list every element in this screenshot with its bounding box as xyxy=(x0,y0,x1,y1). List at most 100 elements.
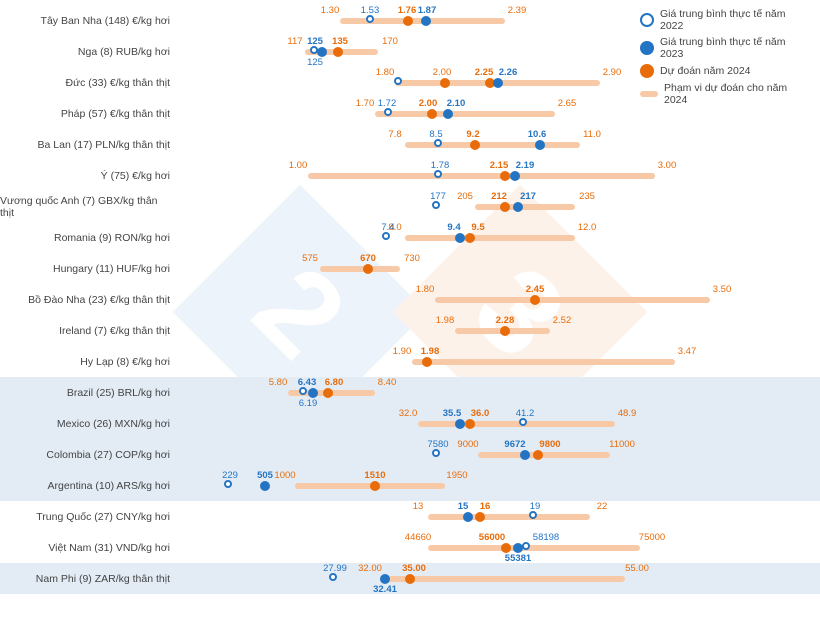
data-point xyxy=(475,512,485,522)
legend-item: Giá trung bình thực tế năm 2022 xyxy=(640,8,810,32)
data-point xyxy=(510,171,520,181)
range-bar xyxy=(308,173,655,179)
value-label: 6.43 xyxy=(298,377,317,388)
legend-label: Giá trung bình thực tế năm 2023 xyxy=(660,36,810,60)
range-hi-label: 12.0 xyxy=(578,222,597,233)
value-label: 2.15 xyxy=(490,160,509,171)
range-bar xyxy=(405,235,575,241)
row-canvas: 205235177212217 xyxy=(180,191,820,222)
value-label: 2.25 xyxy=(475,67,494,78)
value-label: 56000 xyxy=(479,532,505,543)
range-bar xyxy=(475,204,575,210)
value-label: 35.00 xyxy=(402,563,426,574)
data-point xyxy=(501,543,511,553)
range-hi-label: 3.00 xyxy=(658,160,677,171)
range-hi-label: 48.9 xyxy=(618,408,637,419)
range-hi-label: 2.39 xyxy=(508,5,527,16)
data-row: Trung Quốc (27) CNY/kg hơi1322151619 xyxy=(0,501,820,532)
range-lo-label: 5.80 xyxy=(269,377,288,388)
range-bar xyxy=(428,545,640,551)
range-lo-label: 1.70 xyxy=(356,98,375,109)
data-row: Việt Nam (31) VND/kg hơi4466075000560005… xyxy=(0,532,820,563)
data-row: Vương quốc Anh (7) GBX/kg thân thịt20523… xyxy=(0,191,820,222)
range-lo-label: 1.80 xyxy=(416,284,435,295)
range-hi-label: 2.65 xyxy=(558,98,577,109)
data-row: Mexico (26) MXN/kg hơi32.048.935.536.041… xyxy=(0,408,820,439)
legend-swatch xyxy=(640,13,654,27)
legend-item: Dự đoán năm 2024 xyxy=(640,64,810,78)
range-bar xyxy=(380,576,625,582)
value-label: 6.80 xyxy=(325,377,344,388)
data-point xyxy=(260,481,270,491)
range-hi-label: 55.00 xyxy=(625,563,649,574)
range-bar xyxy=(412,359,675,365)
value-label: 229 xyxy=(222,470,238,481)
value-label: 15 xyxy=(458,501,469,512)
value-label: 1.98 xyxy=(421,346,440,357)
range-lo-label: 9000 xyxy=(457,439,478,450)
data-row: Ireland (7) €/kg thân thịt1.982.522.28 xyxy=(0,315,820,346)
data-point xyxy=(493,78,503,88)
row-label: Tây Ban Nha (148) €/kg hơi xyxy=(0,5,180,36)
row-label: Argentina (10) ARS/kg hơi xyxy=(0,470,180,501)
value-label: 212 xyxy=(491,191,507,202)
value-label: 9.5 xyxy=(471,222,484,233)
row-canvas: 7.811.08.59.210.6 xyxy=(180,129,820,160)
data-point xyxy=(317,47,327,57)
row-label: Pháp (57) €/kg thân thịt xyxy=(0,98,180,129)
value-label: 2.26 xyxy=(499,67,518,78)
row-label: Hungary (11) HUF/kg hơi xyxy=(0,253,180,284)
range-lo-label: 1000 xyxy=(274,470,295,481)
value-label: 2.19 xyxy=(516,160,535,171)
data-row: Colombia (27) COP/kg hơi9000110007580967… xyxy=(0,439,820,470)
legend-swatch xyxy=(640,64,654,78)
value-label: 10.6 xyxy=(528,129,547,140)
value-label: 1.87 xyxy=(418,5,437,16)
row-label: Nam Phi (9) ZAR/kg thân thịt xyxy=(0,563,180,594)
data-point xyxy=(522,542,530,550)
value-label: 1.76 xyxy=(398,5,417,16)
data-point xyxy=(465,233,475,243)
value-label: 32.41 xyxy=(373,584,397,595)
row-canvas: 32.0055.0027.9932.4135.00 xyxy=(180,563,820,594)
value-label: 9672 xyxy=(504,439,525,450)
data-point xyxy=(470,140,480,150)
range-hi-label: 75000 xyxy=(639,532,665,543)
data-row: Nam Phi (9) ZAR/kg thân thịt32.0055.0027… xyxy=(0,563,820,594)
value-label: 9800 xyxy=(539,439,560,450)
row-label: Mexico (26) MXN/kg hơi xyxy=(0,408,180,439)
data-point xyxy=(370,481,380,491)
range-hi-label: 170 xyxy=(382,36,398,47)
value-label: 58198 xyxy=(533,532,559,543)
row-label: Việt Nam (31) VND/kg hơi xyxy=(0,532,180,563)
data-point xyxy=(500,326,510,336)
range-lo-label: 1.30 xyxy=(321,5,340,16)
data-point xyxy=(427,109,437,119)
row-label: Brazil (25) BRL/kg hơi xyxy=(0,377,180,408)
value-label: 8.5 xyxy=(429,129,442,140)
range-lo-label: 575 xyxy=(302,253,318,264)
range-lo-label: 7.8 xyxy=(388,129,401,140)
data-point xyxy=(455,233,465,243)
range-hi-label: 8.40 xyxy=(378,377,397,388)
data-point xyxy=(500,202,510,212)
range-hi-label: 2.52 xyxy=(553,315,572,326)
range-bar xyxy=(418,421,615,427)
row-label: Đức (33) €/kg thân thịt xyxy=(0,67,180,98)
data-point xyxy=(323,388,333,398)
range-bar xyxy=(405,142,580,148)
row-canvas: 1.982.522.28 xyxy=(180,315,820,346)
range-hi-label: 730 xyxy=(404,253,420,264)
value-label: 1510 xyxy=(364,470,385,481)
value-label: 1.72 xyxy=(378,98,397,109)
value-label: 177 xyxy=(430,191,446,202)
data-point xyxy=(443,109,453,119)
data-row: Romania (9) RON/kg hơi8.012.07.49.49.5 xyxy=(0,222,820,253)
row-canvas: 1322151619 xyxy=(180,501,820,532)
value-label: 125 xyxy=(307,36,323,47)
row-label: Vương quốc Anh (7) GBX/kg thân thịt xyxy=(0,191,180,222)
legend: Giá trung bình thực tế năm 2022 Giá trung… xyxy=(640,8,810,110)
row-label: Hy Lạp (8) €/kg hơi xyxy=(0,346,180,377)
data-point xyxy=(465,419,475,429)
data-row: Brazil (25) BRL/kg hơi5.808.406.196.436.… xyxy=(0,377,820,408)
